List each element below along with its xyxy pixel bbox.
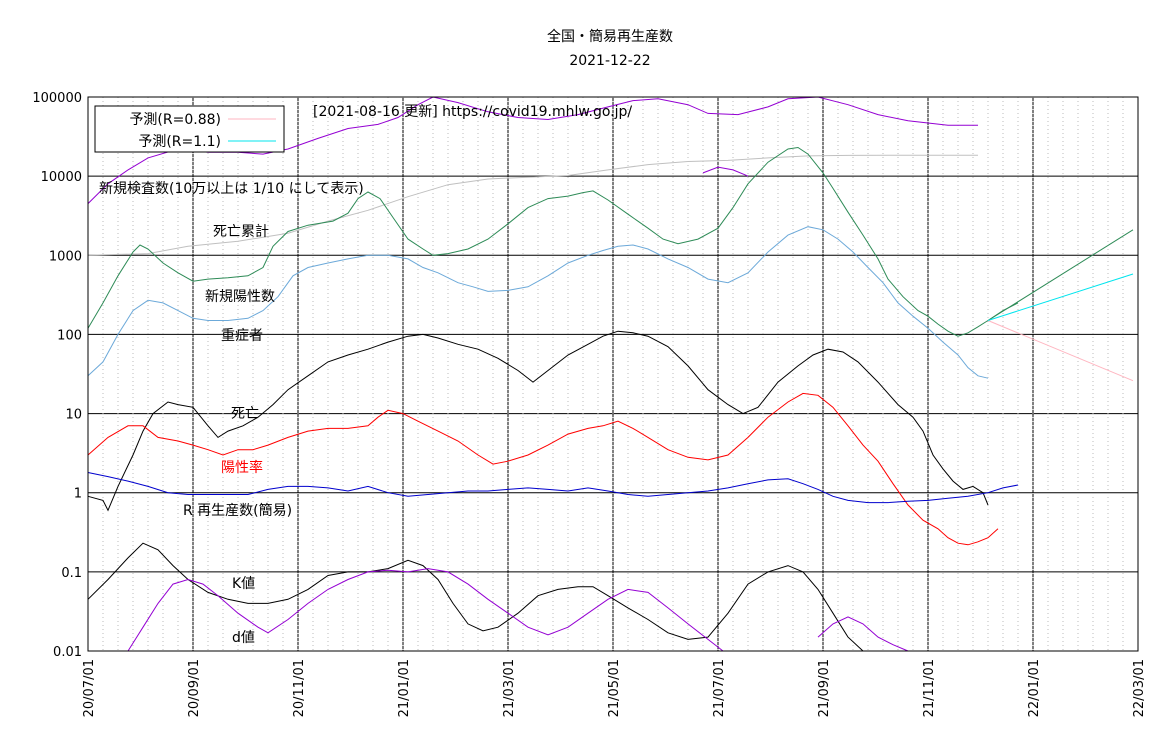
plot-frame: [87, 96, 1139, 652]
y-tick-label: 0.1: [61, 566, 82, 581]
series-line-r: [87, 472, 1019, 504]
x-tick-label: 21/03/01: [502, 659, 517, 717]
series-line-cases_b: [87, 226, 989, 379]
series-line-d: [127, 568, 724, 652]
x-tick-label: 20/07/01: [82, 659, 97, 717]
y-tick-label: 10: [65, 408, 82, 423]
legend: 予測(R=0.88) 予測(R=1.1): [94, 105, 285, 153]
series-line-pos_rate: [87, 392, 999, 546]
label-cases: 新規陽性数: [205, 289, 275, 305]
grid: [88, 96, 1138, 652]
series-line-k: [87, 542, 864, 652]
x-tick-label: 21/09/01: [817, 659, 832, 717]
legend-label-11: 予測(R=1.1): [138, 134, 221, 150]
x-tick-label: 21/05/01: [607, 659, 622, 717]
label-r: R 再生産数(簡易): [183, 503, 292, 519]
y-tick-label: 100: [57, 328, 82, 343]
y-tick-label: 100000: [32, 91, 82, 106]
legend-box: [94, 105, 285, 153]
series-line-d_b: [817, 616, 909, 652]
y-tick-label: 1: [74, 487, 82, 502]
y-axis: 100000 10000 1000 100 10 1 0.1 0.01: [32, 91, 82, 660]
chart-title: 全国・簡易再生産数: [547, 28, 673, 45]
x-tick-label: 21/07/01: [712, 659, 727, 717]
label-tests: 新規検査数(10万以上は 1/10 にして表示): [99, 181, 364, 197]
series-line-deaths_cum: [87, 154, 978, 256]
series-line-proj_11: [987, 273, 1134, 321]
label-deaths: 死亡: [231, 406, 259, 422]
y-tick-label: 10000: [41, 170, 82, 185]
x-tick-label: 21/11/01: [922, 659, 937, 717]
series-line-severe: [87, 330, 989, 512]
series-line-proj_088: [987, 320, 1134, 382]
label-deaths-cum: 死亡累計: [213, 224, 269, 240]
x-tick-label: 22/03/01: [1132, 659, 1147, 717]
x-axis: 20/07/01 20/09/01 20/11/01 21/01/01 21/03/01…: [82, 659, 1147, 717]
series-line-cases_proj: [987, 229, 1134, 321]
legend-label-088: 予測(R=0.88): [129, 112, 221, 128]
series-line-tests_b: [702, 166, 749, 177]
series-line-cases: [87, 146, 1019, 337]
x-tick-label: 20/09/01: [187, 659, 202, 717]
chart-subtitle: 2021-12-22: [569, 53, 650, 69]
label-d: d値: [232, 630, 255, 646]
x-tick-label: 21/01/01: [397, 659, 412, 717]
label-severe: 重症者: [221, 328, 263, 344]
y-tick-label: 1000: [49, 249, 82, 264]
x-tick-label: 22/01/01: [1027, 659, 1042, 717]
annotation-source: [2021-08-16 更新] https://covid19.mhlw.go.…: [313, 104, 632, 120]
label-k: K値: [232, 576, 255, 592]
label-pos-rate: 陽性率: [221, 459, 263, 476]
y-tick-label: 0.01: [53, 645, 82, 660]
x-tick-label: 20/11/01: [292, 659, 307, 717]
